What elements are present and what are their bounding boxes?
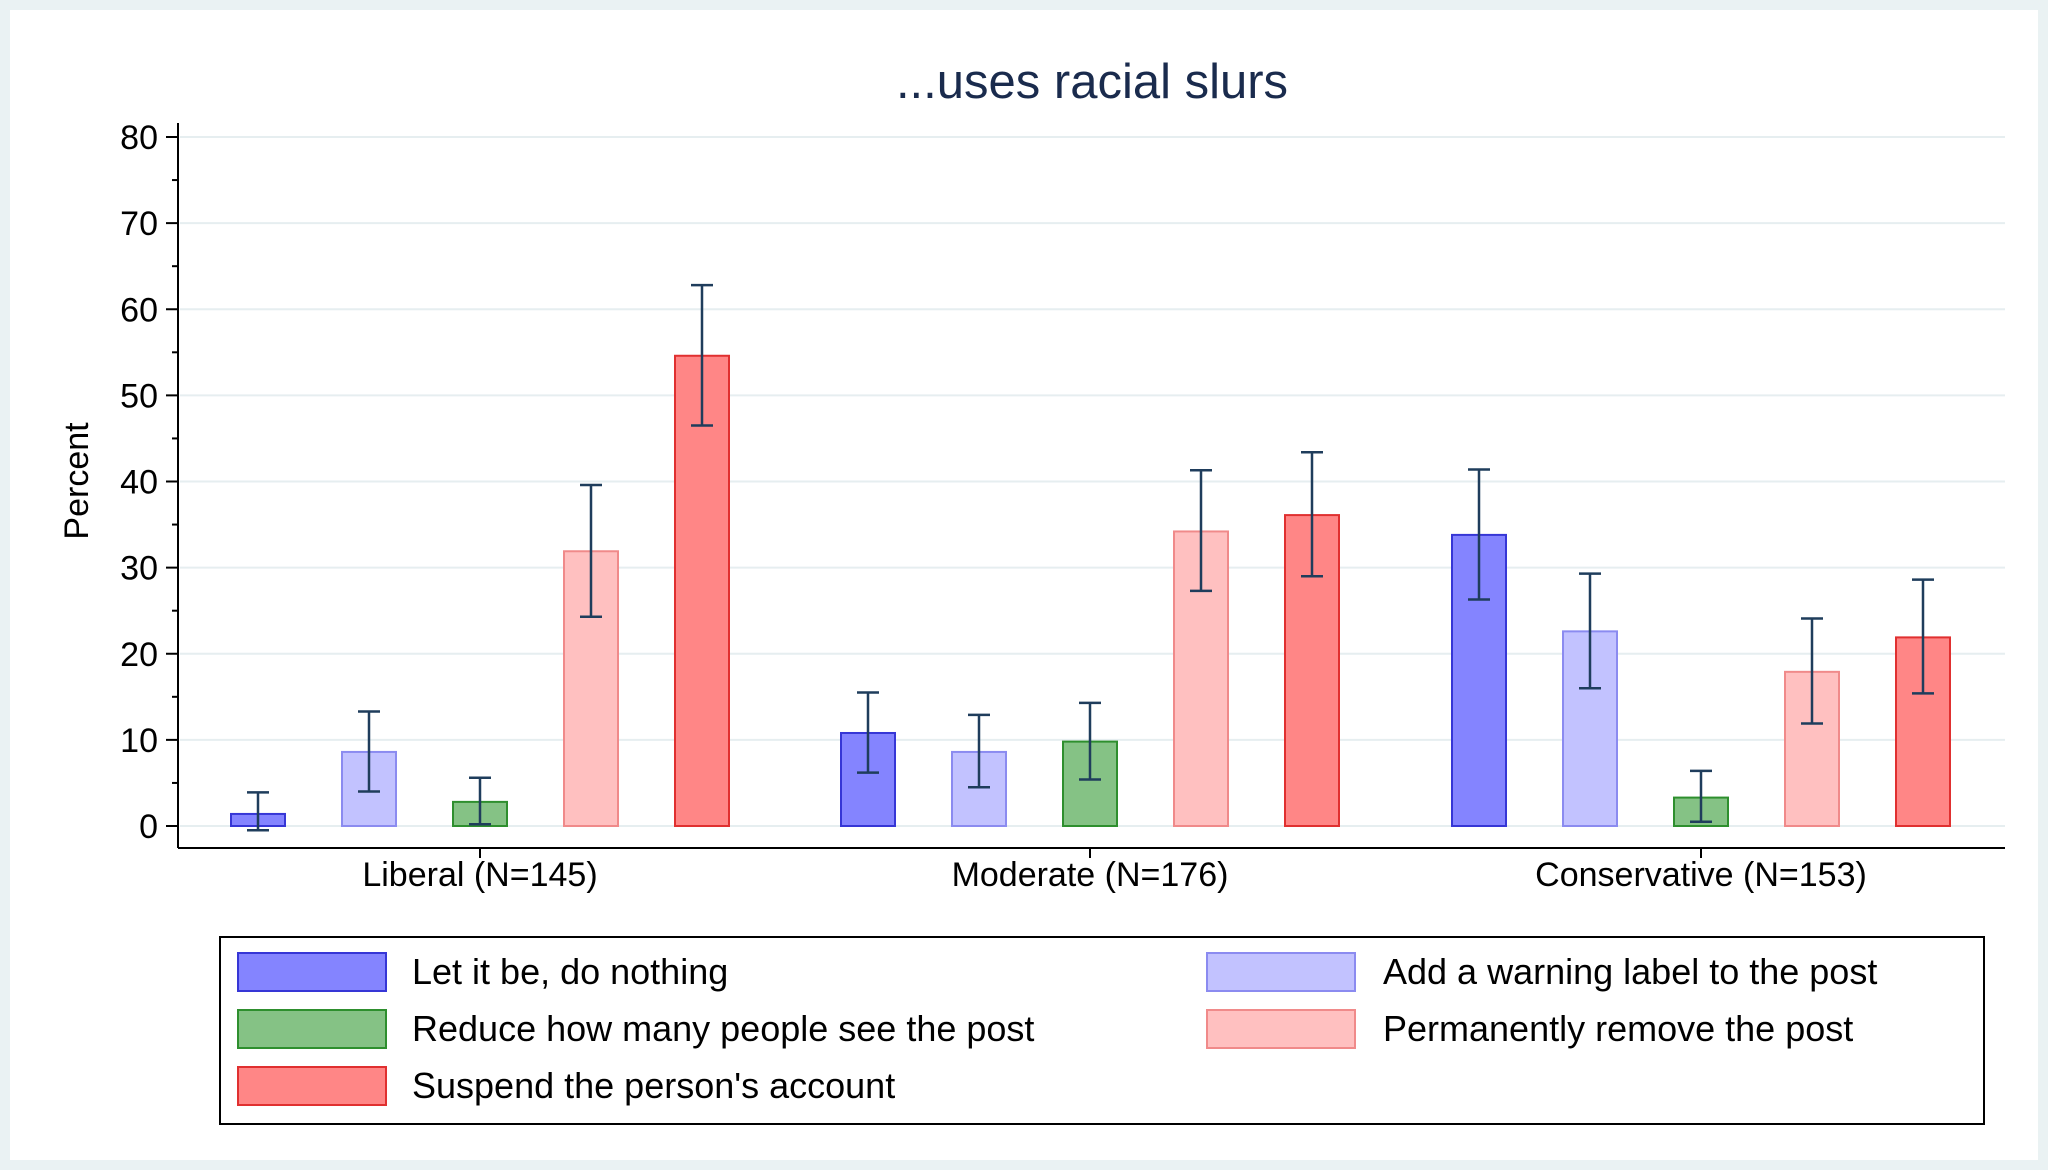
legend-box xyxy=(219,936,1985,1125)
x-tick-label: Liberal (N=145) xyxy=(362,856,597,894)
y-tick-label: 10 xyxy=(120,722,158,760)
x-tick-label: Conservative (N=153) xyxy=(1535,856,1867,894)
y-tick-label: 50 xyxy=(120,377,158,415)
y-axis-label: Percent xyxy=(58,422,96,540)
legend-label: Add a warning label to the post xyxy=(1383,951,1877,992)
y-tick-label: 70 xyxy=(120,205,158,243)
legend-swatch xyxy=(237,1009,387,1049)
x-axis: Liberal (N=145) Moderate (N=176) Conservat… xyxy=(178,847,2005,894)
error-bars xyxy=(247,283,1934,832)
legend-swatch xyxy=(1206,952,1356,992)
legend-label: Reduce how many people see the post xyxy=(412,1008,1034,1049)
legend-swatch xyxy=(237,1066,387,1106)
y-axis: 0 10 20 30 40 50 60 70 80 xyxy=(120,119,179,848)
chart: ...uses racial slurs Percent 0 10 20 30 40 50… xyxy=(58,55,2005,1125)
gridlines xyxy=(180,136,2005,827)
legend-label: Suspend the person's account xyxy=(412,1065,895,1106)
chart-title: ...uses racial slurs xyxy=(896,55,1288,109)
legend-label: Let it be, do nothing xyxy=(412,951,728,992)
x-tick-label: Moderate (N=176) xyxy=(952,856,1229,894)
y-tick-label: 80 xyxy=(120,119,158,157)
y-tick-label: 30 xyxy=(120,550,158,588)
legend-label: Permanently remove the post xyxy=(1383,1008,1853,1049)
legend-swatch xyxy=(1206,1009,1356,1049)
y-tick-label: 60 xyxy=(120,291,158,329)
legend: Let it be, do nothing Add a warning label… xyxy=(219,936,1985,1125)
y-tick-label: 20 xyxy=(120,636,158,674)
legend-swatch xyxy=(237,952,387,992)
chart-frame: ...uses racial slurs Percent 0 10 20 30 40 50… xyxy=(10,10,2038,1160)
y-tick-label: 40 xyxy=(120,464,158,502)
y-tick-label: 0 xyxy=(139,808,158,846)
